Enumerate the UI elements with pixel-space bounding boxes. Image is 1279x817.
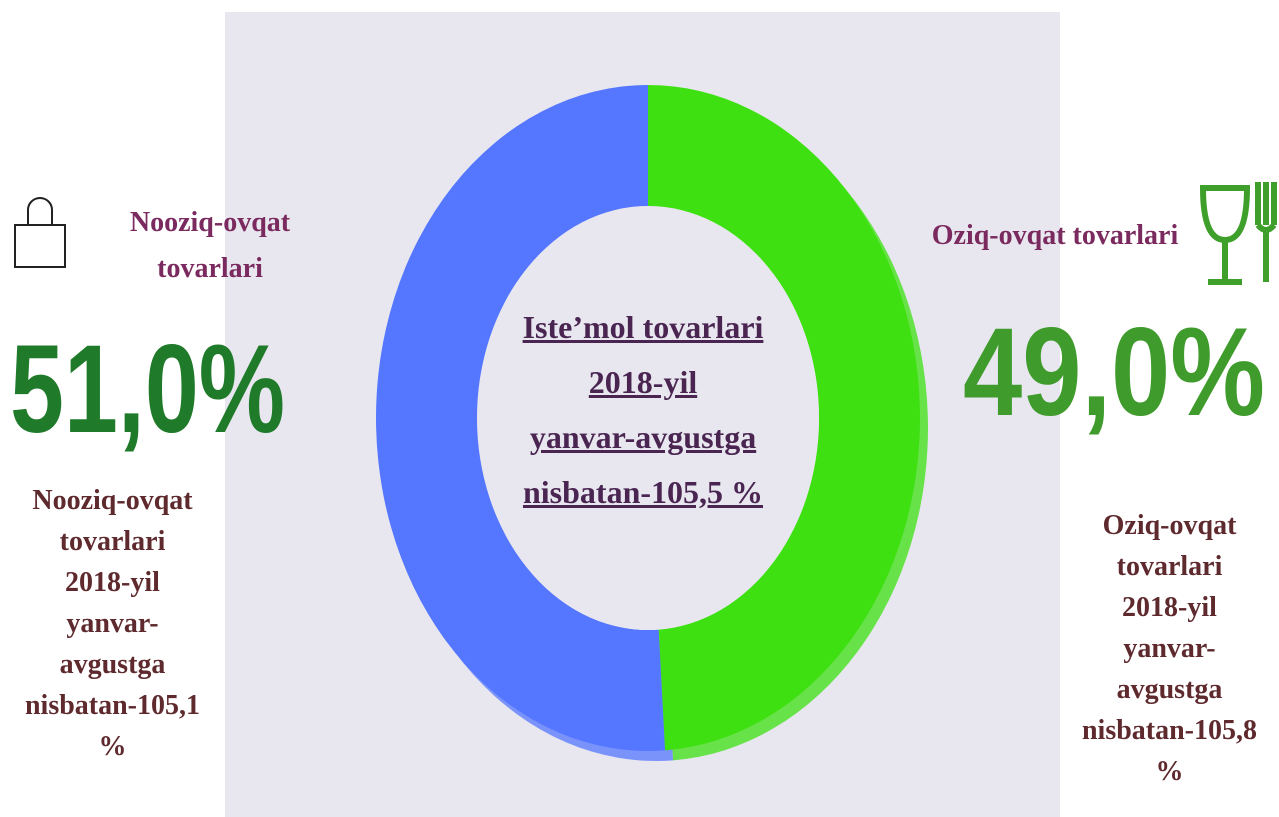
text-line: Nooziq-ovqat (32, 485, 193, 516)
text-line: nisbatan-105,5 % (522, 474, 764, 510)
donut-segment (648, 85, 921, 751)
text-line: % (98, 731, 127, 762)
category-label: Nooziq-ovqat tovarlari (129, 207, 291, 284)
bag-icon (14, 197, 66, 268)
text-line: 2018-yil (588, 364, 698, 400)
text-line: 2018-yil (65, 567, 160, 598)
text-line: yanvar-avgustga (529, 419, 757, 455)
value-label: 49,0% (963, 303, 1265, 442)
text-line: tovarlari (59, 526, 166, 557)
text-line: yanvar- (66, 608, 159, 639)
tableware-icon (1199, 182, 1277, 285)
text-line: tovarlari (1116, 551, 1223, 582)
text-line: Oziq-ovqat (1102, 510, 1237, 541)
donut-hole (477, 206, 819, 630)
text-line: nisbatan-105,8 (1081, 715, 1258, 746)
text-line: yanvar- (1123, 633, 1216, 664)
center-label: Iste’mol tovarlari 2018-yil yanvar-avgustg… (443, 300, 843, 520)
text-line: 2018-yil (1122, 592, 1217, 623)
note: Oziq-ovqat tovarlari 2018-yil yanvar-avgust… (1060, 505, 1279, 792)
value-label: 51,0% (10, 320, 285, 459)
category-label: Oziq-ovqat tovarlari (931, 220, 1179, 251)
text-line: % (1155, 756, 1184, 787)
text-line: Iste’mol tovarlari (522, 309, 764, 345)
text-line: avgustga (1116, 674, 1223, 705)
note: Nooziq-ovqat tovarlari 2018-yil yanvar-avgu… (0, 480, 225, 767)
text-line: nisbatan-105,1 (24, 690, 201, 721)
text-line: avgustga (59, 649, 166, 680)
donut-segment (376, 85, 666, 751)
